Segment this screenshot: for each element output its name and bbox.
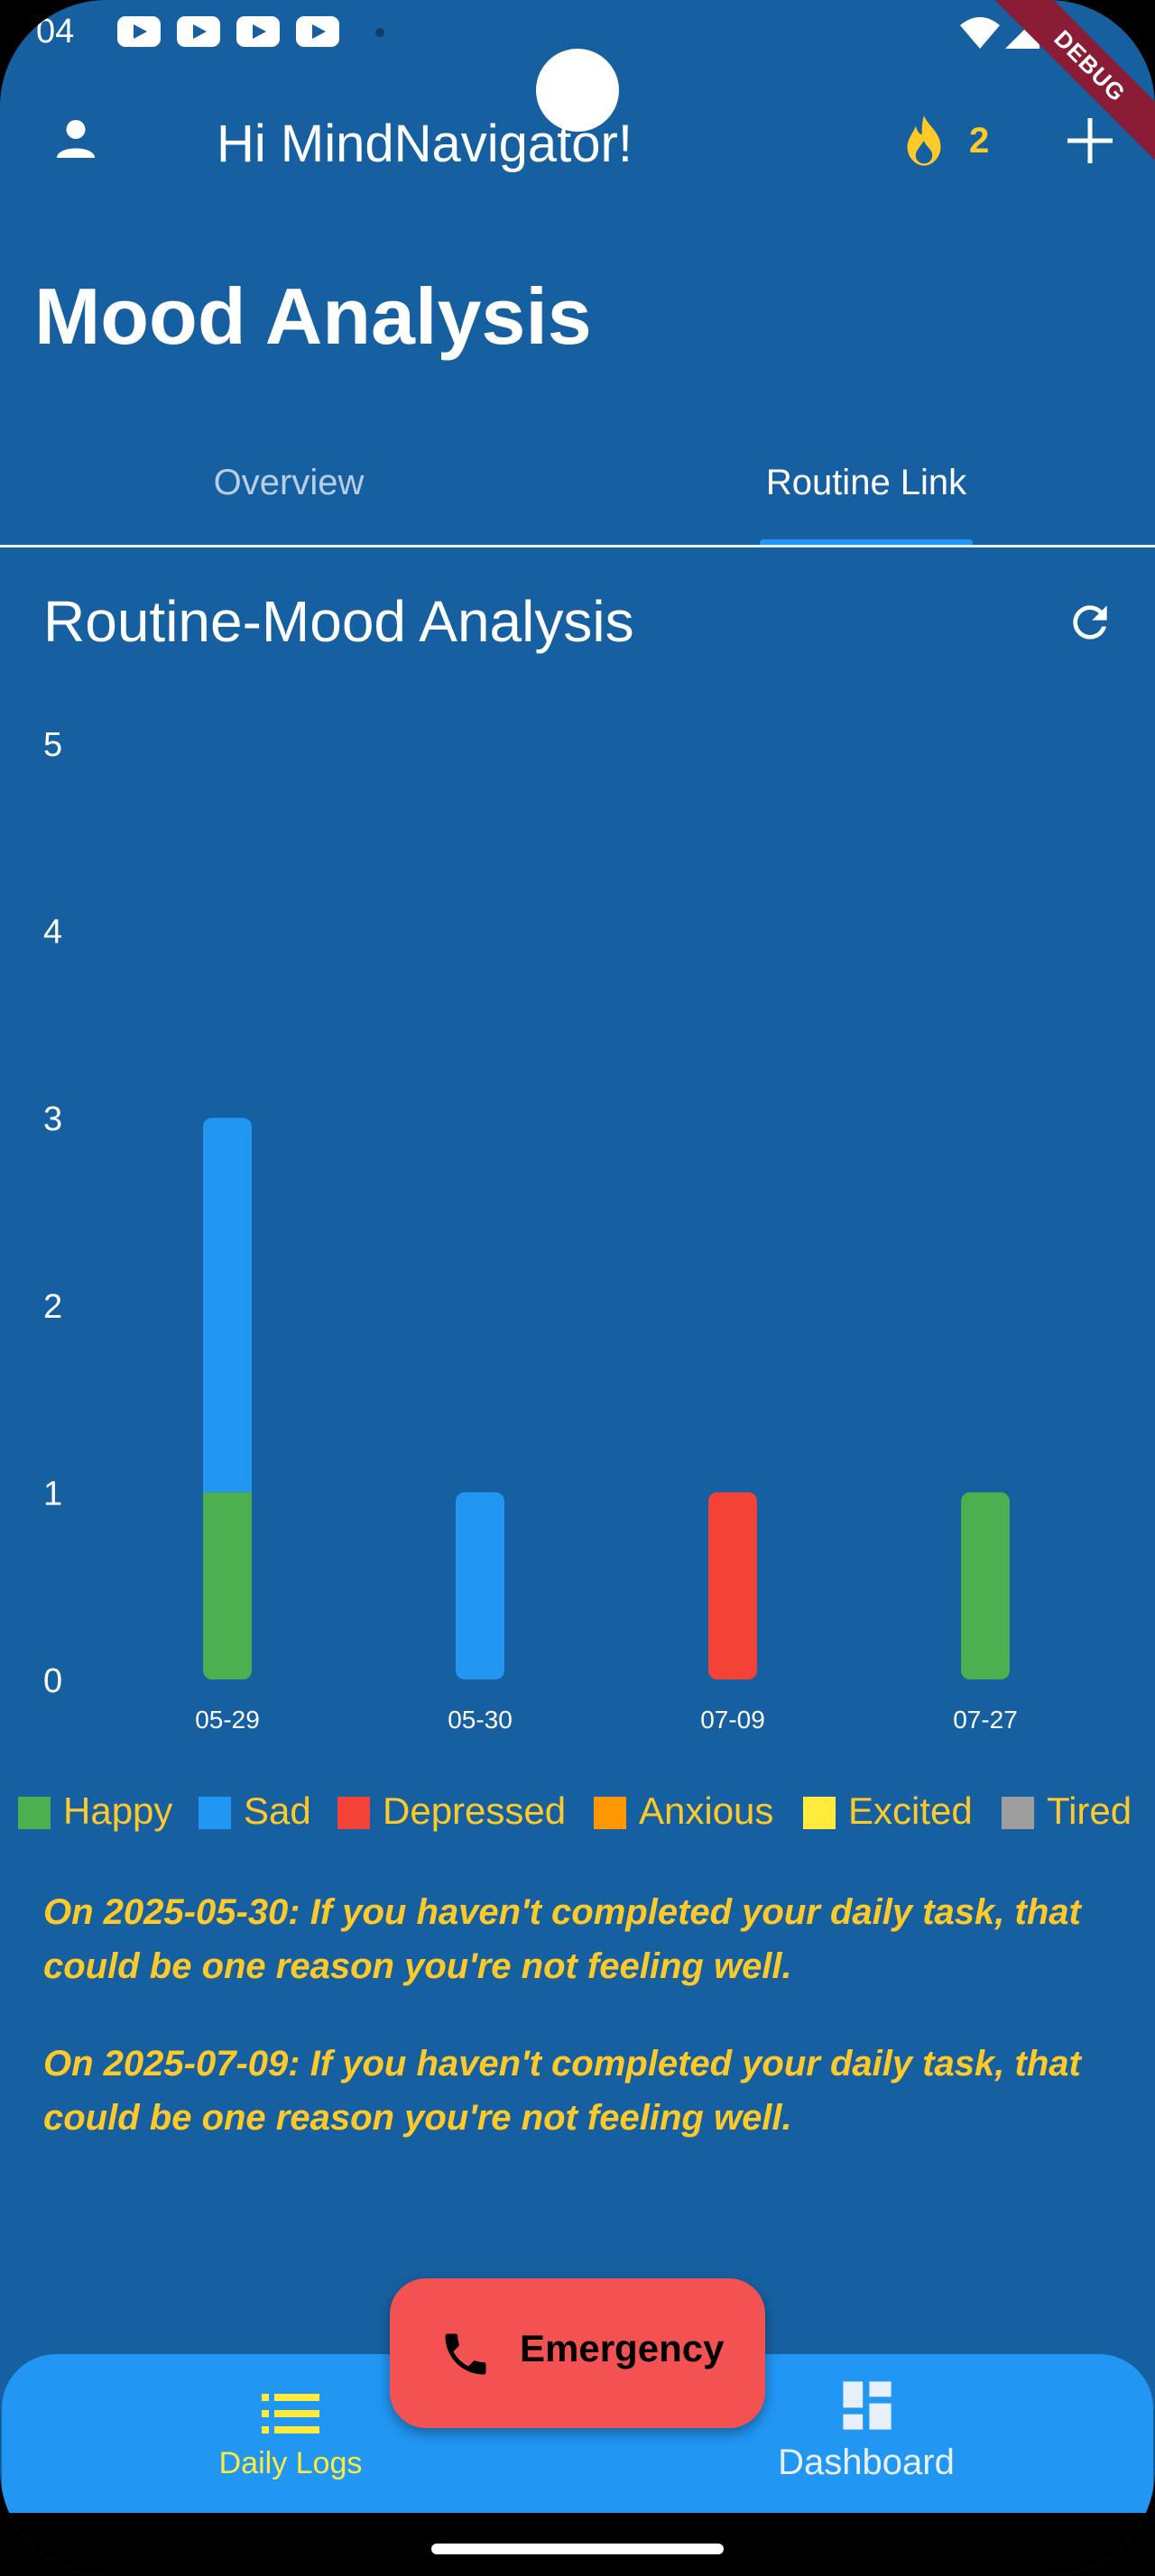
x-tick-label: 05-29	[195, 1706, 260, 1734]
y-tick-label: 5	[43, 726, 62, 764]
list-icon	[262, 2394, 319, 2433]
add-icon[interactable]	[1063, 114, 1117, 168]
legend-label: Depressed	[383, 1789, 567, 1832]
greeting-text: Hi MindNavigator!	[217, 115, 633, 173]
legend-label: Anxious	[639, 1789, 774, 1832]
tab-indicator	[760, 539, 973, 547]
youtube-notification-icon	[296, 16, 339, 47]
insight-message: On 2025-07-09: If you haven't completed …	[43, 2044, 1081, 2138]
routine-mood-chart: 0 1 2 3 4 5 05-29 05-30 07-09 07-27	[43, 726, 1018, 1734]
bar-segment-happy-05-29	[203, 1492, 252, 1679]
nav-item-dashboard[interactable]: Dashboard	[579, 2354, 1153, 2513]
legend-label: Sad	[244, 1789, 311, 1832]
tab-bar: Overview Routine Link	[0, 451, 1155, 547]
y-tick-label: 3	[43, 1100, 62, 1138]
home-indicator[interactable]	[431, 2544, 724, 2554]
tab-routine-link[interactable]: Routine Link	[765, 463, 967, 502]
y-tick-label: 2	[43, 1288, 62, 1326]
x-tick-label: 07-09	[700, 1706, 765, 1734]
legend-swatch	[337, 1797, 370, 1829]
tabs-divider	[0, 545, 1155, 547]
legend-swatch	[1002, 1797, 1034, 1829]
y-tick-label: 0	[43, 1662, 62, 1700]
streak-count: 2	[969, 121, 990, 161]
legend-label: Tired	[1047, 1789, 1132, 1832]
front-camera	[536, 49, 619, 132]
app-bar: Hi MindNavigator! 2	[0, 90, 1155, 195]
legend-label: Excited	[848, 1789, 973, 1832]
wifi-icon	[960, 17, 1000, 49]
phone-icon	[445, 2333, 486, 2375]
nav-label-dashboard: Dashboard	[778, 2443, 955, 2482]
legend-swatch	[199, 1797, 231, 1829]
emergency-button[interactable]: Emergency	[390, 2278, 765, 2428]
y-tick-label: 4	[43, 914, 62, 952]
emergency-label: Emergency	[520, 2327, 725, 2369]
bar-segment-sad-05-29	[203, 1118, 252, 1493]
section-title: Routine-Mood Analysis	[43, 589, 634, 654]
status-bar: 04 DEBUG	[0, 0, 1155, 177]
youtube-notification-icon	[177, 16, 220, 47]
legend-swatch	[594, 1797, 626, 1829]
dashboard-icon	[843, 2381, 892, 2430]
x-tick-label: 07-27	[953, 1706, 1018, 1734]
profile-icon[interactable]	[51, 114, 101, 164]
page-title: Mood Analysis	[34, 271, 592, 361]
nav-item-daily-logs[interactable]: Daily Logs	[2, 2354, 579, 2513]
nav-label-daily-logs: Daily Logs	[218, 2446, 363, 2480]
flame-icon	[907, 115, 941, 166]
legend-swatch	[18, 1797, 51, 1829]
youtube-notification-icon	[117, 16, 161, 47]
refresh-icon[interactable]	[1065, 597, 1115, 648]
legend-label: Happy	[63, 1789, 173, 1832]
tab-overview[interactable]: Overview	[213, 463, 365, 502]
bar-segment-happy-07-27	[961, 1492, 1010, 1679]
notification-dot-icon	[375, 28, 384, 37]
x-tick-label: 05-30	[448, 1706, 513, 1734]
status-time: 04	[36, 13, 75, 51]
insight-message: On 2025-05-30: If you haven't completed …	[43, 1892, 1081, 1986]
bar-segment-depressed-07-09	[708, 1492, 757, 1679]
bar-segment-sad-05-30	[456, 1492, 504, 1679]
chart-legend: Happy Sad Depressed Anxious Excited Tire…	[18, 1789, 1146, 1835]
y-tick-label: 1	[43, 1475, 62, 1513]
youtube-notification-icon	[236, 16, 280, 47]
legend-swatch	[803, 1797, 836, 1829]
